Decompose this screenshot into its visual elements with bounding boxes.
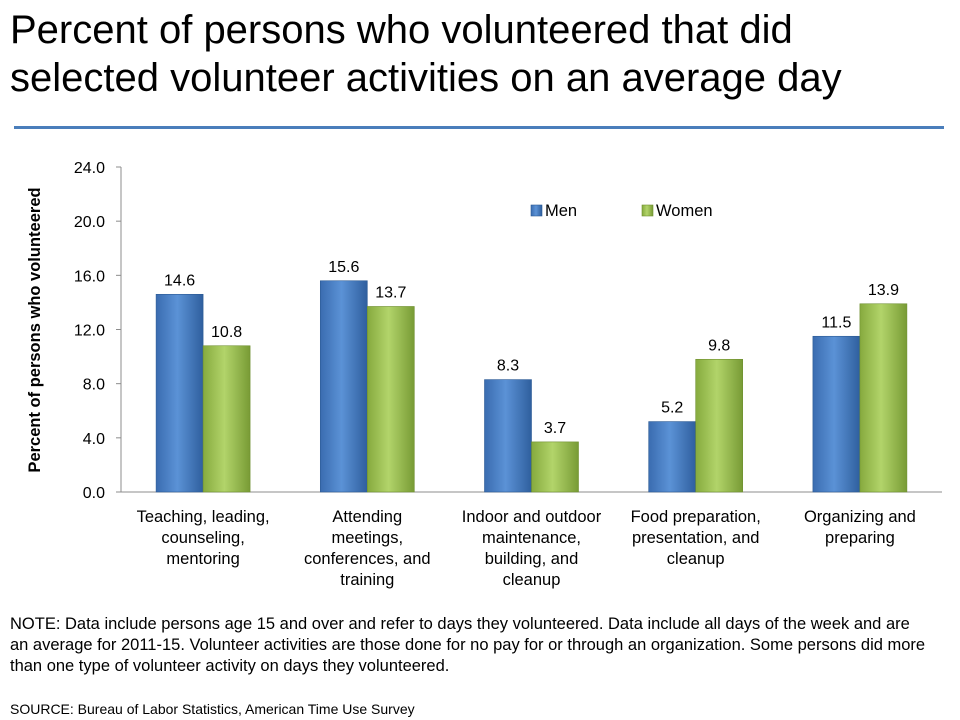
x-tick-label: Indoor and outdoor (462, 508, 602, 526)
bar-men (648, 421, 697, 493)
x-tick-label: presentation, and (632, 529, 760, 547)
chart-title: Percent of persons who volunteered that … (10, 6, 950, 102)
y-tick-label: 20.0 (74, 214, 105, 231)
data-label-women: 13.9 (868, 282, 899, 299)
data-label-men: 14.6 (164, 272, 195, 289)
plot-area: 0.0 4.0 8.0 12.0 16.0 20.0 24.0 Percent of pers… (26, 160, 942, 589)
y-axis-title: Percent of persons who volunteered (26, 187, 44, 472)
bar-women (531, 441, 579, 493)
bar-men (319, 280, 368, 493)
data-label-men: 5.2 (661, 400, 683, 417)
data-label-men: 11.5 (821, 314, 851, 331)
bar-women (859, 303, 908, 493)
legend-label-men: Men (545, 202, 577, 220)
x-tick-label: preparing (825, 529, 895, 547)
legend-swatch-men (530, 204, 543, 217)
source-text: SOURCE: Bureau of Labor Statistics, Amer… (10, 701, 415, 717)
x-tick-label: conferences, and (304, 550, 431, 568)
data-label-men: 8.3 (497, 358, 519, 375)
y-tick-label: 8.0 (83, 377, 105, 394)
bar-men (155, 293, 204, 493)
bar-men (812, 335, 861, 493)
legend-label-women: Women (656, 202, 713, 220)
title-line-2: selected volunteer activities on an aver… (10, 56, 842, 100)
x-tick-label: maintenance, (482, 529, 581, 547)
bar-women (202, 345, 251, 493)
bar-women (366, 306, 415, 493)
data-label-women: 10.8 (211, 324, 242, 341)
x-tick-label: Organizing and (804, 508, 916, 526)
y-tick-label: 16.0 (74, 268, 105, 285)
x-tick-label: counseling, (161, 529, 244, 547)
data-label-women: 3.7 (544, 420, 566, 437)
note-text: NOTE: Data include persons age 15 and ov… (10, 615, 926, 675)
legend-swatch-women (641, 204, 654, 217)
x-tick-label: building, and (485, 550, 579, 568)
data-label-women: 13.7 (375, 284, 406, 301)
y-tick-label: 24.0 (74, 160, 105, 177)
x-tick-label: cleanup (503, 571, 561, 589)
title-line-1: Percent of persons who volunteered that … (10, 8, 793, 52)
x-tick-label: meetings, (332, 529, 404, 547)
y-tick-label: 12.0 (74, 323, 105, 340)
x-tick-label: Attending (332, 508, 402, 526)
title-divider (14, 126, 944, 129)
y-tick-label: 4.0 (83, 431, 105, 448)
x-tick-label: Food preparation, (631, 508, 761, 526)
x-tick-label: mentoring (166, 550, 239, 568)
x-tick-label: Teaching, leading, (137, 508, 270, 526)
bar-chart: 0.0 4.0 8.0 12.0 16.0 20.0 24.0 Percent of pers… (26, 160, 942, 589)
x-tick-label: cleanup (667, 550, 725, 568)
x-tick-label: training (340, 571, 394, 589)
y-tick-label: 0.0 (83, 485, 105, 502)
data-label-men: 15.6 (328, 259, 359, 276)
bar-women (695, 358, 744, 493)
data-label-women: 9.8 (708, 337, 730, 354)
bar-men (484, 379, 532, 493)
